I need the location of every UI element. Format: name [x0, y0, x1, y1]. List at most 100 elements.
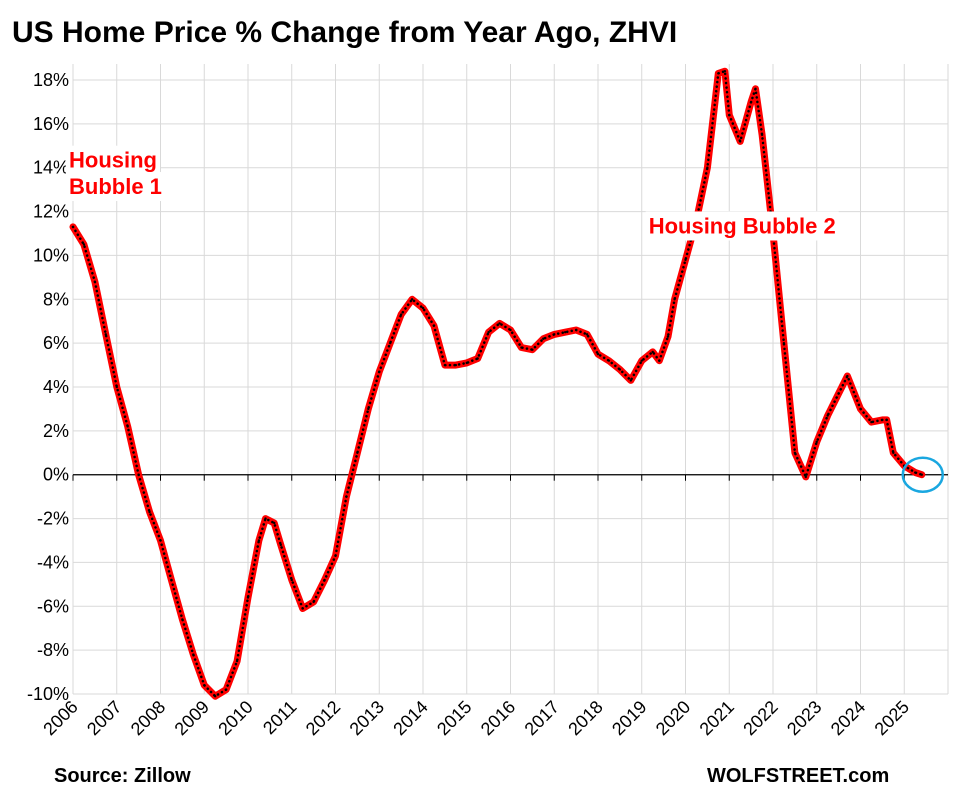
- data-point: [235, 659, 239, 663]
- data-point: [607, 359, 611, 362]
- data-point: [859, 407, 862, 411]
- data-point: [920, 473, 923, 476]
- data-point: [399, 313, 403, 316]
- y-tick-label: -8%: [37, 640, 69, 660]
- brand-label: WOLFSTREET.com: [707, 765, 889, 787]
- data-point: [224, 688, 228, 691]
- data-point: [553, 333, 556, 336]
- data-point: [760, 133, 764, 137]
- data-point: [815, 440, 818, 444]
- data-point: [388, 341, 392, 345]
- y-tick-label: 18%: [33, 70, 69, 90]
- data-point: [618, 368, 622, 371]
- data-point: [563, 330, 567, 334]
- title-part-1: US Home Price: [12, 16, 235, 49]
- data-point: [509, 328, 512, 332]
- data-point: [629, 379, 633, 382]
- data-point: [651, 350, 654, 354]
- data-point: [71, 225, 75, 229]
- data-point: [159, 539, 162, 542]
- data-point: [93, 280, 97, 283]
- data-point: [203, 684, 206, 687]
- data-point: [378, 370, 381, 373]
- data-point: [246, 596, 250, 599]
- data-point: [465, 361, 468, 365]
- chart-title: US Home Price % Change from Year Ago, ZH…: [12, 16, 677, 49]
- data-point: [104, 333, 108, 336]
- x-tick-label: 2012: [302, 697, 344, 739]
- data-point: [881, 418, 884, 422]
- y-tick-label: -6%: [37, 596, 69, 616]
- data-point: [301, 607, 304, 610]
- data-point: [257, 539, 261, 542]
- data-point: [498, 322, 501, 325]
- y-tick-label: -10%: [27, 684, 69, 704]
- annotation-background: [66, 145, 160, 175]
- data-point: [837, 392, 840, 395]
- y-tick-label: 2%: [43, 421, 69, 441]
- y-tick-label: -4%: [37, 552, 69, 572]
- data-point: [82, 243, 86, 246]
- data-point: [312, 600, 315, 604]
- x-tick-label: 2010: [214, 697, 256, 739]
- annotation-background: [645, 211, 839, 241]
- data-point: [487, 330, 490, 334]
- y-tick-label: 12%: [33, 202, 69, 222]
- x-tick-label: 2020: [652, 697, 694, 739]
- y-tick-label: -2%: [37, 509, 69, 529]
- latest-highlight-circle: [901, 456, 944, 493]
- data-point: [673, 298, 676, 301]
- data-point: [432, 324, 436, 327]
- y-tick-label: 6%: [43, 333, 69, 353]
- data-point: [754, 87, 757, 90]
- x-tick-label: 2009: [171, 697, 213, 739]
- data-point: [782, 341, 786, 345]
- series-dots: [71, 69, 924, 698]
- data-point: [170, 578, 173, 582]
- x-tick-label: 2007: [83, 697, 125, 739]
- x-tick-label: 2019: [608, 697, 650, 739]
- data-point: [542, 337, 545, 340]
- data-point: [658, 359, 661, 362]
- data-point: [574, 328, 578, 332]
- annotation-background: [66, 172, 165, 202]
- data-point: [115, 385, 118, 389]
- series-line: [69, 67, 944, 700]
- data-point: [870, 420, 873, 424]
- x-tick-label: 2013: [346, 697, 388, 739]
- data-point: [345, 495, 348, 498]
- y-tick-label: 10%: [33, 245, 69, 265]
- data-point: [323, 578, 326, 582]
- title-part-2: % Change from Year Ago: [235, 16, 592, 49]
- footer: Source: Zillow WOLFSTREET.com: [54, 765, 889, 787]
- data-point: [334, 554, 337, 558]
- data-point: [356, 451, 359, 454]
- data-point: [273, 521, 276, 525]
- y-tick-label: 4%: [43, 377, 69, 397]
- axes: -10% -8% -6% -4% -2% 0% 2% 4% 6% 8% 10% 12% 14% 16% 18…: [27, 70, 948, 739]
- x-tick-label: 2018: [564, 697, 606, 739]
- annotation-label: Housing Bubble 2: [649, 214, 836, 239]
- x-tick-label: 2022: [739, 697, 781, 739]
- data-point: [192, 653, 195, 656]
- x-tick-label: 2015: [433, 697, 475, 739]
- y-tick-label: 8%: [43, 289, 69, 309]
- data-point: [666, 335, 670, 338]
- data-point: [410, 298, 414, 301]
- data-point: [913, 471, 917, 474]
- data-point: [454, 363, 458, 367]
- x-tick-label: 2025: [871, 697, 913, 739]
- data-point: [367, 407, 370, 411]
- data-point: [885, 418, 888, 422]
- title-part-3: , ZHVI: [592, 16, 677, 49]
- data-point: [213, 694, 217, 698]
- data-point: [279, 543, 283, 547]
- data-point: [126, 425, 129, 428]
- data-point: [717, 72, 720, 75]
- data-point: [148, 510, 151, 514]
- data-point: [684, 258, 687, 262]
- data-point: [826, 414, 829, 417]
- data-point: [596, 352, 600, 356]
